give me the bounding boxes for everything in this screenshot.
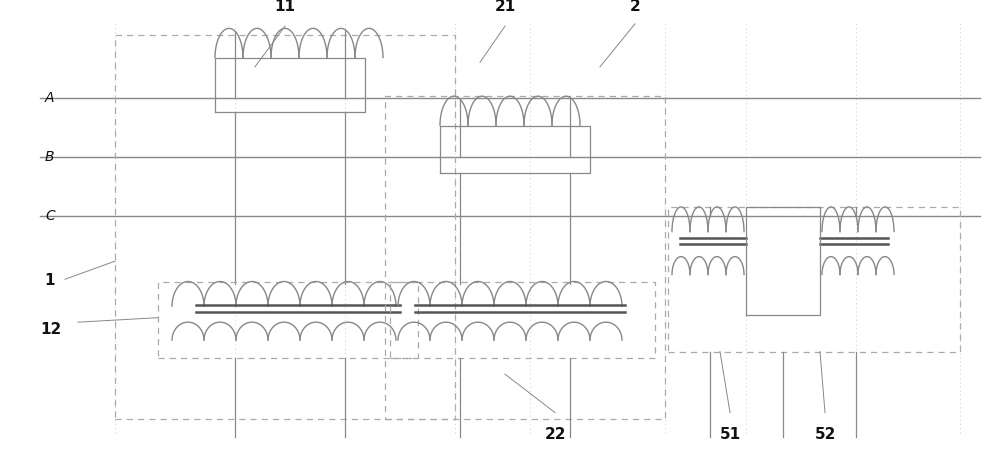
Text: 1: 1 [44, 272, 55, 287]
Text: A: A [45, 91, 54, 105]
Text: 12: 12 [41, 322, 62, 337]
Text: 52: 52 [814, 426, 836, 441]
Text: 51: 51 [719, 426, 741, 441]
Text: B: B [45, 150, 54, 163]
Text: 21: 21 [494, 0, 516, 14]
Text: 2: 2 [630, 0, 640, 14]
Text: 11: 11 [274, 0, 296, 14]
Text: 22: 22 [544, 426, 566, 441]
Text: C: C [45, 208, 55, 222]
